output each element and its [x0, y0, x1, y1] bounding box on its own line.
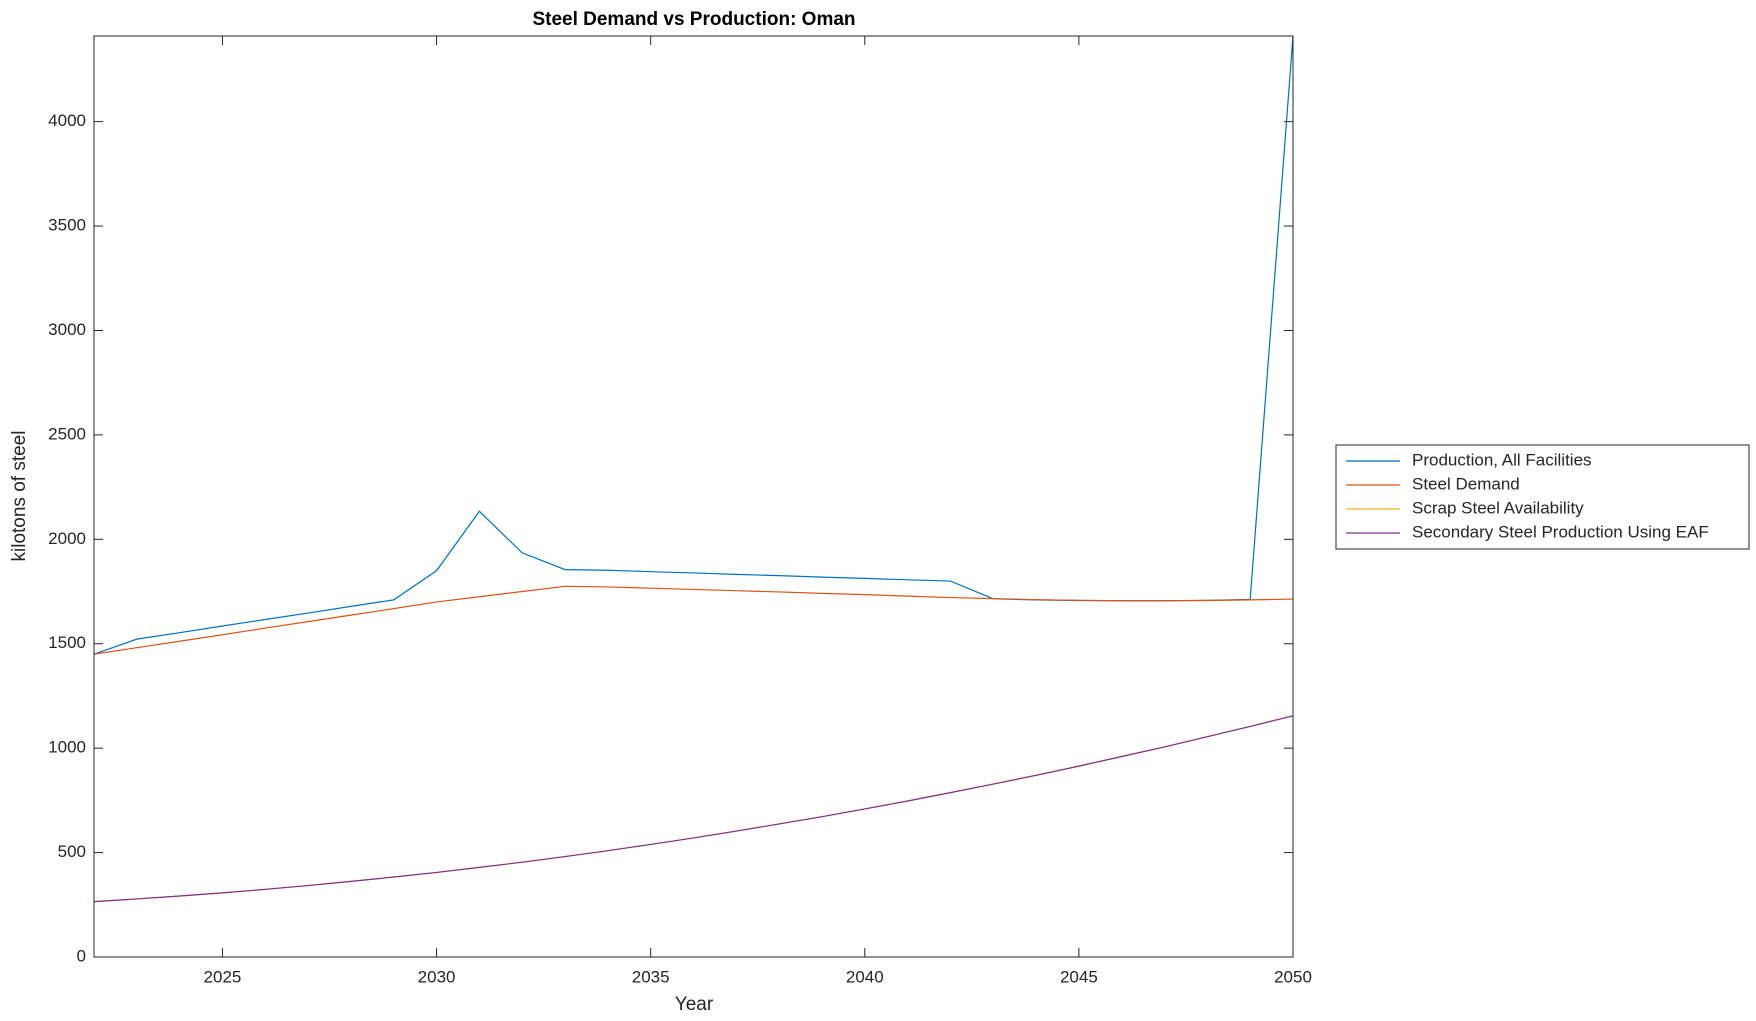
y-tick-label: 0 — [77, 946, 86, 965]
x-tick-label: 2040 — [846, 967, 884, 986]
chart-title: Steel Demand vs Production: Oman — [532, 9, 855, 30]
x-tick-label: 2035 — [632, 967, 670, 986]
y-tick-label: 2000 — [48, 529, 86, 548]
legend-label: Secondary Steel Production Using EAF — [1412, 522, 1709, 541]
x-tick-label: 2030 — [418, 967, 456, 986]
y-tick-label: 1000 — [48, 738, 86, 757]
legend-label: Production, All Facilities — [1412, 450, 1592, 469]
y-tick-label: 1500 — [48, 633, 86, 652]
plot-frame — [93, 35, 1294, 958]
y-tick-label: 2500 — [48, 424, 86, 443]
x-tick-label: 2050 — [1274, 967, 1312, 986]
legend-label: Scrap Steel Availability — [1412, 498, 1584, 517]
series-line — [93, 585, 1294, 655]
legend-label: Steel Demand — [1412, 474, 1520, 493]
legend-box — [1335, 444, 1750, 550]
x-tick-label: 2045 — [1060, 967, 1098, 986]
y-tick-label: 500 — [58, 842, 86, 861]
y-tick-label: 4000 — [48, 111, 86, 130]
x-axis-label: Year — [675, 994, 714, 1015]
y-tick-label: 3500 — [48, 216, 86, 235]
y-axis-label: kilotons of steel — [9, 431, 30, 562]
x-tick-label: 2025 — [204, 967, 242, 986]
y-tick-label: 3000 — [48, 320, 86, 339]
series-line — [93, 715, 1294, 903]
